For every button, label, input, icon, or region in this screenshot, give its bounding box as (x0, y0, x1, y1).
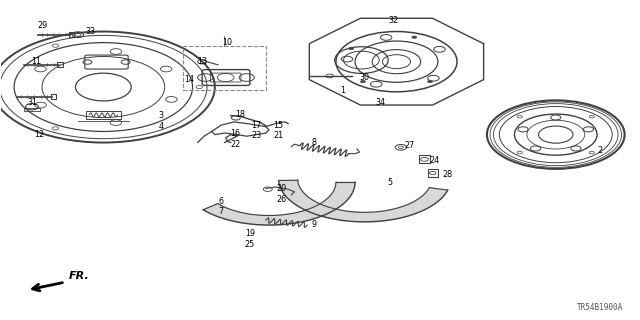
Text: 7: 7 (219, 207, 224, 216)
Text: 3: 3 (158, 111, 163, 120)
Text: 4: 4 (158, 122, 163, 131)
Text: 33: 33 (86, 27, 95, 36)
Circle shape (360, 80, 365, 83)
Bar (183, 46, 266, 90)
Text: 12: 12 (35, 130, 45, 139)
Text: 31: 31 (27, 99, 37, 108)
Text: 19: 19 (245, 229, 255, 238)
Text: 11: 11 (31, 57, 42, 66)
Text: 16: 16 (230, 130, 240, 139)
Text: 25: 25 (244, 240, 255, 249)
Bar (24, 108, 40, 111)
Polygon shape (203, 182, 355, 225)
Circle shape (412, 36, 417, 38)
Circle shape (428, 80, 433, 83)
Polygon shape (278, 180, 448, 222)
Bar (428, 169, 438, 178)
Text: 28: 28 (442, 170, 452, 179)
Text: 34: 34 (376, 99, 385, 108)
Text: 24: 24 (429, 156, 440, 164)
Text: 13: 13 (197, 57, 207, 66)
Text: 15: 15 (273, 121, 284, 130)
Text: 2: 2 (598, 146, 603, 155)
Text: 5: 5 (388, 178, 393, 187)
Circle shape (349, 47, 354, 50)
Text: 23: 23 (252, 131, 261, 140)
Text: 20: 20 (276, 184, 287, 193)
Bar (419, 155, 430, 163)
Bar (51, 94, 56, 99)
Text: 14: 14 (184, 75, 195, 84)
Text: 17: 17 (252, 121, 261, 130)
Bar (58, 62, 63, 68)
Text: 32: 32 (388, 16, 398, 25)
Text: 22: 22 (230, 140, 241, 148)
Text: 30: 30 (360, 73, 370, 82)
Text: 18: 18 (236, 109, 245, 118)
Text: 1: 1 (340, 86, 345, 95)
Text: 6: 6 (219, 197, 224, 206)
Text: 21: 21 (273, 131, 284, 140)
Text: FR.: FR. (68, 270, 89, 281)
Text: 27: 27 (404, 141, 414, 150)
Text: 10: 10 (223, 38, 232, 47)
Text: 29: 29 (38, 21, 48, 30)
Text: 9: 9 (311, 220, 316, 228)
Text: 26: 26 (276, 195, 287, 204)
Bar (69, 32, 74, 37)
Text: 8: 8 (311, 138, 316, 147)
Text: TR54B1900A: TR54B1900A (577, 303, 623, 312)
